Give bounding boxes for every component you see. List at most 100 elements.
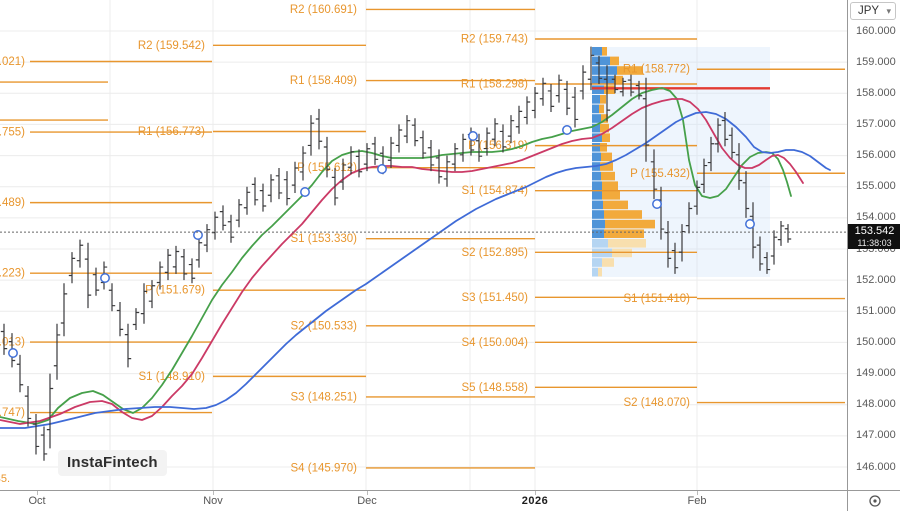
pivot-label: S1 (152.223) (0, 268, 25, 280)
current-price-time: 11:38:03 (857, 238, 892, 248)
time-axis[interactable]: Oct Nov Dec 2026 Feb (0, 490, 847, 511)
ohlc-bar (219, 205, 227, 231)
ohlc-bar (140, 283, 148, 324)
price-axis-label: 148.000 (856, 398, 896, 411)
ohlc-bar (714, 118, 722, 153)
volume-profile-bar-orange (600, 162, 613, 171)
swing-marker (745, 219, 755, 229)
ohlc-bar (587, 46, 595, 91)
volume-profile-bar-blue (592, 219, 605, 229)
ohlc-bar (180, 249, 188, 281)
ohlc-bar (315, 108, 323, 150)
price-axis-label: 160.000 (856, 24, 896, 37)
ohlc-bar (291, 161, 299, 193)
ohlc-bar (650, 149, 658, 200)
price-axis-label: 146.000 (856, 460, 896, 473)
volume-profile-bar-blue (592, 229, 604, 238)
volume-profile-bar-blue (592, 210, 604, 219)
ohlc-bar (40, 426, 48, 461)
price-axis-label: 157.000 (856, 117, 896, 130)
axis-settings-button[interactable] (847, 490, 900, 511)
time-axis-label: Oct (28, 495, 46, 507)
volume-profile-bar-orange (602, 191, 620, 200)
volume-profile-bar-orange (608, 239, 646, 248)
volume-profile-bar-blue (592, 123, 600, 133)
ohlc-bar (777, 220, 785, 246)
ohlc-bar (539, 77, 547, 106)
ohlc-bar (203, 224, 211, 253)
swing-marker (193, 230, 203, 240)
ohlc-bar (728, 127, 736, 159)
ohlc-bar (68, 252, 76, 284)
volume-profile-bar-orange (617, 66, 643, 75)
volume-profile-bar-orange (601, 114, 608, 123)
highlight-region (592, 47, 770, 277)
volume-profile-bar-blue (592, 200, 603, 210)
ohlc-bar (363, 143, 371, 172)
pivot-label: R2 (159.743) (461, 34, 528, 46)
chart-canvas[interactable]: R2 (159.021) R1 (156.755) P (154.489) S1 (1… (0, 0, 847, 490)
pivot-label: R1 (158.772) (623, 64, 690, 76)
ohlc-bar (742, 171, 750, 218)
symbol-selector[interactable]: JPY ▾ (850, 2, 896, 20)
ohlc-bar (611, 74, 619, 94)
ohlc-bar (32, 414, 40, 455)
ohlc-bar (411, 118, 419, 147)
ohlc-bar (92, 267, 100, 296)
price-axis-label: 147.000 (856, 429, 896, 442)
pivot-label: P (154.489) (0, 197, 25, 209)
ohlc-bar (563, 80, 571, 116)
chevron-down-icon: ▾ (886, 5, 891, 16)
pivot-label: S3 (147.747) (0, 407, 25, 419)
ohlc-bar (763, 252, 771, 274)
ohlc-bar (531, 87, 539, 119)
ohlc-bar (671, 242, 679, 274)
ohlc-bar (76, 239, 84, 268)
price-axis-label: 150.000 (856, 335, 896, 348)
ohlc-bar (749, 202, 757, 259)
ohlc-bar (515, 105, 523, 134)
swing-marker (652, 199, 662, 209)
volume-profile-bar-blue (592, 47, 602, 56)
volume-profile-bar-orange (602, 133, 610, 142)
ohlc-bar (395, 124, 403, 153)
volume-profile-bar-blue (592, 171, 601, 181)
volume-profile-bar-blue (592, 114, 601, 123)
pivot-label: S1 (153.330) (291, 233, 358, 245)
swing-marker (8, 348, 18, 358)
ohlc-bar (403, 115, 411, 144)
ohlc-bar (523, 96, 531, 125)
ohlc-bar (756, 236, 764, 271)
price-axis[interactable]: JPY ▾ 160.000 159.000 158.000 157.000 156.00… (847, 0, 900, 490)
ohlc-bar (693, 180, 701, 215)
ohlc-bar (16, 354, 24, 393)
ohlc-bar (642, 77, 650, 162)
pivot-label: S3 (148.251) (291, 391, 358, 403)
volume-profile-bar-orange (600, 123, 609, 133)
volume-profile-bar-blue (592, 85, 604, 94)
time-axis-label: 2026 (521, 495, 549, 507)
volume-profile-bar-orange (602, 181, 618, 190)
ohlc-bar (678, 224, 686, 262)
volume-profile-bar-blue (592, 66, 617, 75)
ohlc-bar (595, 55, 603, 84)
volume-profile-bar-orange (602, 47, 607, 56)
pivot-label: S4 (150.004) (462, 337, 529, 349)
ohlc-bar (323, 136, 331, 178)
ohlc-bar (275, 168, 283, 200)
volume-profile-bar-blue (592, 258, 602, 267)
volume-profile-bar-blue (592, 239, 608, 248)
ma-green-line (0, 87, 792, 425)
time-axis-label: Dec (357, 495, 377, 507)
volume-profile-bar-blue (592, 56, 610, 66)
volume-profile-bar-orange (604, 229, 644, 238)
price-axis-label: 151.000 (856, 304, 896, 317)
ohlc-bar (108, 283, 116, 312)
ohlc-bar (664, 220, 672, 268)
ohlc-bar (475, 133, 483, 162)
ohlc-bar (60, 283, 68, 337)
volume-profile-bar-orange (614, 75, 623, 85)
ohlc-bar (235, 199, 243, 228)
price-axis-label: 156.000 (856, 149, 896, 162)
